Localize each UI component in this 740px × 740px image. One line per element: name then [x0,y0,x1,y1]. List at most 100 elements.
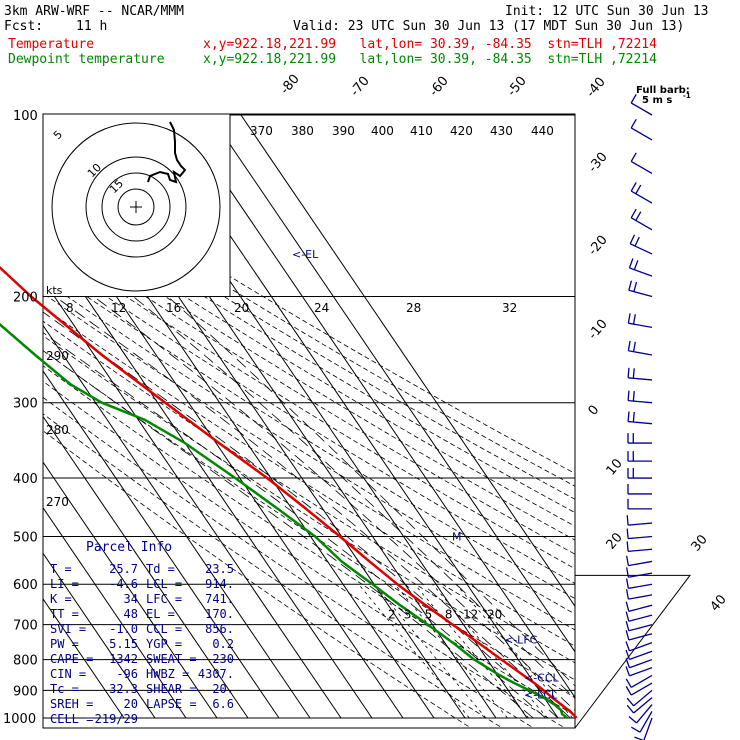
dewpoint-legend-label: Dewpoint temperature [8,52,165,67]
temperature-legend-location: x,y=922.18,221.99 lat,lon= 30.39, -84.35… [203,37,657,52]
parcel-info-row: Tc = 32.3 SHEAR = 20. [50,682,234,696]
isotherm-line [240,114,575,608]
parcel-info-row: K = 34 LFC = 741. [50,592,234,606]
hodograph-units: kts [46,284,63,297]
parcel-param-value: 741. [205,592,234,606]
wind-barb [628,258,653,277]
barb-legend-unit: -1 [683,92,691,100]
isotherm-line [209,114,575,653]
theta-label: 410 [410,124,433,138]
wind-barb [630,118,653,141]
parcel-param-name: HWBZ = [146,667,190,681]
wind-barb [625,641,653,652]
parcel-param-name: PW = [50,637,79,651]
speed-axis-label: 20 [234,301,249,315]
dry-adiabat [43,396,535,728]
dry-adiabat [43,413,503,728]
pressure-label: 800 [13,654,38,669]
wind-barb [625,649,653,661]
lfc-marker: <-LFC [504,634,538,647]
parcel-param-name: LFC = [146,592,183,606]
isotherm-line [43,597,125,719]
parcel-param-name: Tc = [50,682,79,696]
moist-adiabat [43,349,534,719]
theta-label: 270 [46,495,69,509]
wind-barb [627,390,653,404]
parcel-param-name: CIN = [50,667,87,681]
parcel-info-row: T = 25.7 Td = 23.5 [50,562,234,576]
theta-label: 420 [450,124,473,138]
parcel-param-value: 5.15 [109,637,138,651]
m-marker: M [452,530,462,543]
parcel-param-name: LCL = [146,577,183,591]
mixing-ratio-line [358,583,470,719]
dewpoint-legend-location: x,y=922.18,221.99 lat,lon= 30.39, -84.35… [203,52,657,67]
parcel-param-value: 0.2 [212,637,234,651]
isotherm-line [43,415,249,719]
parcel-param-name: SVI = [50,622,87,636]
isotherm-line [43,233,373,719]
parcel-param-value: 914. [205,577,234,591]
parcel-info-row: CAPE = 1342 SWEAT = 230 [50,652,234,666]
parcel-param-name: LAPSE = [146,697,197,711]
parcel-param-value: 23.5 [205,562,234,576]
parcel-param-value: 25.7 [109,562,138,576]
wind-barb [626,541,653,552]
isotherm-label: -50 [505,74,530,100]
parcel-param-value: 230 [212,652,234,666]
isotherm-label: 20 [604,530,626,552]
theta-label: 280 [46,423,69,437]
isotherm-line [178,114,575,699]
isotherm-label: -70 [348,74,373,100]
parcel-param-name: K = [50,592,72,606]
parcel-param-name: CCL = [146,622,183,636]
dry-adiabat [43,335,575,681]
theta-label: 440 [531,124,554,138]
pressure-label: 400 [13,472,38,487]
parcel-info-panel: Parcel Info T = 25.7 Td = 23.5 LI = -4.6 LCL =… [44,536,234,730]
speed-axis-label: 24 [314,301,329,315]
isotherm-label: 10 [604,456,626,478]
isotherm-line [43,461,218,719]
parcel-param-value: 32.3 [109,682,138,696]
wind-barb [625,620,653,632]
parcel-info-row: TT = 48 EL = 170. [50,607,234,621]
wind-barb [625,589,653,600]
wind-barb [627,451,652,462]
speed-axis-label: 32 [502,301,517,315]
speed-axis-label: 12 [111,301,126,315]
parcel-param-name: LI = [50,577,79,591]
hodograph-trace [147,121,187,184]
theta-label: 370 [250,124,273,138]
wind-barb [625,601,653,613]
pressure-label: 500 [13,530,38,545]
isotherm-label: -10 [586,317,611,343]
parcel-param-name: SREH = [50,697,94,711]
forecast-hour: 11 h [76,19,108,34]
isotherm-label: -80 [278,72,303,98]
mixing-ratio-label: 20 [487,608,502,622]
wind-barb [626,689,653,707]
parcel-info-row: SREH = 20 LAPSE = 6.6 [50,697,234,711]
theta-label: 390 [332,124,355,138]
wind-barb [628,280,653,298]
model-title: 3km ARW-WRF -- NCAR/MMM [4,4,185,19]
dry-adiabat [43,320,575,664]
speed-axis-label: 8 [66,301,74,315]
wind-barb [625,630,653,641]
mixing-ratio-label: 12 [463,608,478,622]
isotherm-label: -60 [427,74,452,100]
parcel-param-value: -96 [116,667,138,681]
parcel-param-name: T = [50,562,72,576]
dry-adiabat [43,430,472,728]
skewt-overlays [0,113,692,729]
isotherm-label: -30 [586,150,611,176]
wind-barb [626,515,653,526]
lcl-marker: <-LCL [524,688,558,701]
dry-adiabat [43,380,566,728]
isotherm-line [43,506,187,719]
isotherm-line [43,324,311,719]
forecast-label: Fcst: [4,19,44,34]
